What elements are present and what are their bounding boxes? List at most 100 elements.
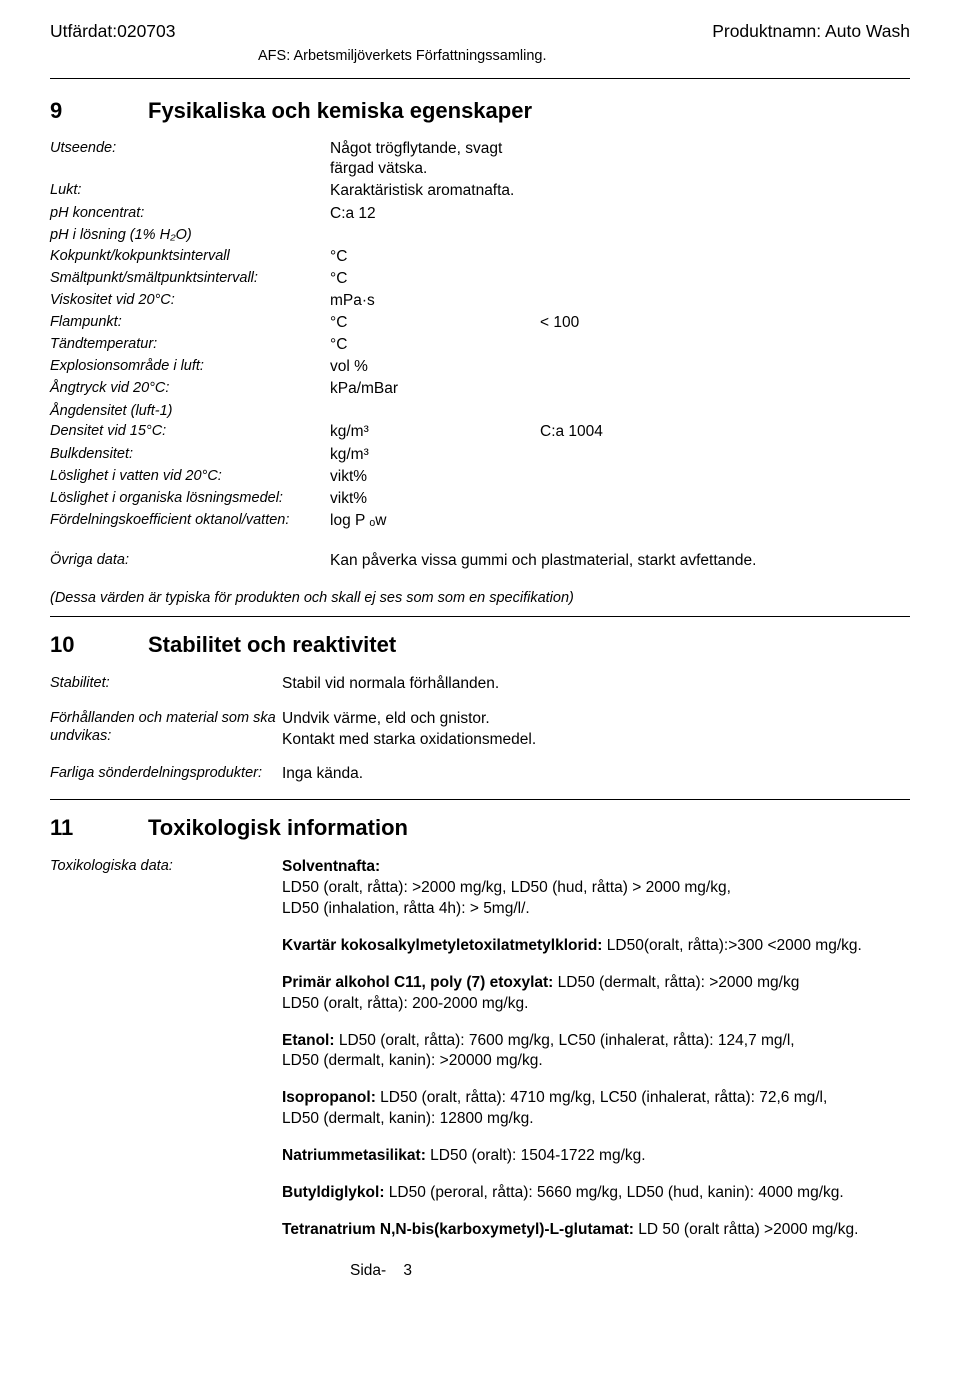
section-9-title: 9 Fysikaliska och kemiska egenskaper	[50, 97, 910, 126]
other-data-row: Övriga data: Kan påverka vissa gummi och…	[50, 551, 910, 571]
section-10-title: 10 Stabilitet och reaktivitet	[50, 631, 910, 660]
tox-value: Kvartär kokosalkylmetyletoxilatmetylklor…	[282, 936, 910, 957]
property-row: Ångtryck vid 20°C:kPa/mBar	[50, 379, 910, 399]
page-footer: Sida- 3	[350, 1261, 910, 1281]
property-row: Flampunkt:°C< 100	[50, 313, 910, 333]
stability-label: Stabilitet:	[50, 674, 282, 695]
section-11-title: 11 Toxikologisk information	[50, 814, 910, 843]
property-row: Kokpunkt/kokpunktsintervall°C	[50, 247, 910, 267]
property-row: Explosionsområde i luft:vol %	[50, 357, 910, 377]
property-unit: °C	[330, 269, 540, 289]
property-unit: log P ₒw	[330, 511, 540, 531]
property-label: Löslighet i organiska lösningsmedel:	[50, 489, 330, 509]
stability-row: Förhållanden och material som ska undvik…	[50, 709, 910, 751]
property-label: Densitet vid 15°C:	[50, 422, 330, 442]
property-label: Ångtryck vid 20°C:	[50, 379, 330, 399]
tox-block: Toxikologiska data:Solventnafta:LD50 (or…	[50, 857, 910, 920]
property-row: Ångdensitet (luft-1)	[50, 402, 910, 421]
property-row: Fördelningskoefficient oktanol/vatten:lo…	[50, 511, 910, 531]
tox-block: Butyldiglykol: LD50 (peroral, råtta): 56…	[50, 1183, 910, 1204]
property-label: Ångdensitet (luft-1)	[50, 402, 330, 421]
tox-value: Isopropanol: LD50 (oralt, råtta): 4710 m…	[282, 1088, 910, 1130]
stability-row: Stabilitet:Stabil vid normala förhålland…	[50, 674, 910, 695]
section-heading: Stabilitet och reaktivitet	[148, 631, 396, 660]
tox-value: Natriummetasilikat: LD50 (oralt): 1504-1…	[282, 1146, 910, 1167]
other-data-label: Övriga data:	[50, 551, 330, 571]
property-unit	[330, 402, 540, 421]
property-label: Utseende:	[50, 139, 330, 179]
property-row: Bulkdensitet:kg/m³	[50, 445, 910, 465]
property-unit: °C	[330, 335, 540, 355]
divider	[50, 616, 910, 617]
product-name: Produktnamn: Auto Wash	[712, 20, 910, 43]
property-unit: vikt%	[330, 467, 540, 487]
property-row: Viskositet vid 20°C:mPa·s	[50, 291, 910, 311]
property-label: Tändtemperatur:	[50, 335, 330, 355]
property-unit: °C	[330, 247, 540, 267]
property-row: Smältpunkt/smältpunktsintervall:°C	[50, 269, 910, 289]
property-row: pH i lösning (1% H₂O)	[50, 226, 910, 245]
tox-block: Kvartär kokosalkylmetyletoxilatmetylklor…	[50, 936, 910, 957]
tox-value: Primär alkohol C11, poly (7) etoxylat: L…	[282, 973, 910, 1015]
property-label: Explosionsområde i luft:	[50, 357, 330, 377]
property-unit: kg/m³	[330, 422, 540, 442]
tox-block: Natriummetasilikat: LD50 (oralt): 1504-1…	[50, 1146, 910, 1167]
property-row: Tändtemperatur:°C	[50, 335, 910, 355]
property-label: Flampunkt:	[50, 313, 330, 333]
property-row: Densitet vid 15°C:kg/m³C:a 1004	[50, 422, 910, 442]
page-label: Sida-	[350, 1262, 386, 1279]
property-unit: vikt%	[330, 489, 540, 509]
section-num: 10	[50, 631, 148, 660]
property-unit: Något trögflytande, svagt färgad vätska.	[330, 139, 540, 179]
property-label: pH koncentrat:	[50, 204, 330, 224]
tox-block: Isopropanol: LD50 (oralt, råtta): 4710 m…	[50, 1088, 910, 1130]
property-label: Fördelningskoefficient oktanol/vatten:	[50, 511, 330, 531]
spec-note: (Dessa värden är typiska för produkten o…	[50, 589, 910, 608]
section-heading: Fysikaliska och kemiska egenskaper	[148, 97, 532, 126]
property-unit: kg/m³	[330, 445, 540, 465]
property-row: Löslighet i vatten vid 20°C:vikt%	[50, 467, 910, 487]
property-unit: C:a 12	[330, 204, 540, 224]
tox-value: Etanol: LD50 (oralt, råtta): 7600 mg/kg,…	[282, 1031, 910, 1073]
page-number: 3	[403, 1262, 412, 1279]
property-unit: kPa/mBar	[330, 379, 540, 399]
property-unit	[330, 226, 540, 245]
divider	[50, 799, 910, 800]
tox-block: Tetranatrium N,N-bis(karboxymetyl)-L-glu…	[50, 1220, 910, 1241]
divider	[50, 78, 910, 79]
section-heading: Toxikologisk information	[148, 814, 408, 843]
tox-block: Primär alkohol C11, poly (7) etoxylat: L…	[50, 973, 910, 1015]
property-row: pH koncentrat:C:a 12	[50, 204, 910, 224]
tox-value: Butyldiglykol: LD50 (peroral, råtta): 56…	[282, 1183, 910, 1204]
properties-table: Utseende:Något trögflytande, svagt färga…	[50, 139, 910, 531]
property-unit: mPa·s	[330, 291, 540, 311]
tox-value: Tetranatrium N,N-bis(karboxymetyl)-L-glu…	[282, 1220, 910, 1241]
stability-value: Inga kända.	[282, 764, 363, 785]
property-unit: °C	[330, 313, 540, 333]
property-row: Löslighet i organiska lösningsmedel:vikt…	[50, 489, 910, 509]
stability-rows: Stabilitet:Stabil vid normala förhålland…	[50, 674, 910, 786]
stability-label: Farliga sönderdelningsprodukter:	[50, 764, 282, 785]
stability-label: Förhållanden och material som ska undvik…	[50, 709, 282, 751]
property-label: pH i lösning (1% H₂O)	[50, 226, 330, 245]
stability-row: Farliga sönderdelningsprodukter:Inga kän…	[50, 764, 910, 785]
property-label: Lukt:	[50, 181, 330, 201]
property-row: Utseende:Något trögflytande, svagt färga…	[50, 139, 910, 179]
property-unit: vol %	[330, 357, 540, 377]
issued-date: Utfärdat:020703	[50, 20, 176, 43]
tox-label: Toxikologiska data:	[50, 857, 282, 920]
stability-value: Stabil vid normala förhållanden.	[282, 674, 499, 695]
section-num: 9	[50, 97, 148, 126]
section-num: 11	[50, 814, 148, 843]
other-data-value: Kan påverka vissa gummi och plastmateria…	[330, 551, 756, 571]
property-label: Löslighet i vatten vid 20°C:	[50, 467, 330, 487]
property-label: Smältpunkt/smältpunktsintervall:	[50, 269, 330, 289]
property-value: C:a 1004	[540, 422, 603, 442]
property-label: Bulkdensitet:	[50, 445, 330, 465]
property-label: Viskositet vid 20°C:	[50, 291, 330, 311]
tox-value: Solventnafta:LD50 (oralt, råtta): >2000 …	[282, 857, 731, 920]
stability-value: Undvik värme, eld och gnistor.Kontakt me…	[282, 709, 536, 751]
afs-line: AFS: Arbetsmiljöverkets Författningssaml…	[258, 47, 910, 66]
tox-block: Etanol: LD50 (oralt, råtta): 7600 mg/kg,…	[50, 1031, 910, 1073]
property-row: Lukt:Karaktäristisk aromatnafta.	[50, 181, 910, 201]
